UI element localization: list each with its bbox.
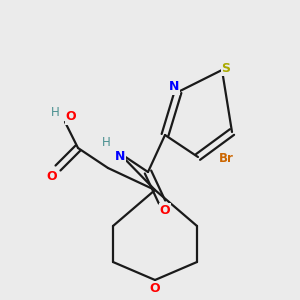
Text: N: N <box>115 149 125 163</box>
Text: S: S <box>221 61 230 74</box>
Text: Br: Br <box>219 152 233 166</box>
Text: H: H <box>102 136 110 148</box>
Text: N: N <box>169 80 179 94</box>
Text: O: O <box>150 281 160 295</box>
Text: O: O <box>47 169 57 182</box>
Text: H: H <box>51 106 59 118</box>
Text: O: O <box>66 110 76 124</box>
Text: O: O <box>160 203 170 217</box>
